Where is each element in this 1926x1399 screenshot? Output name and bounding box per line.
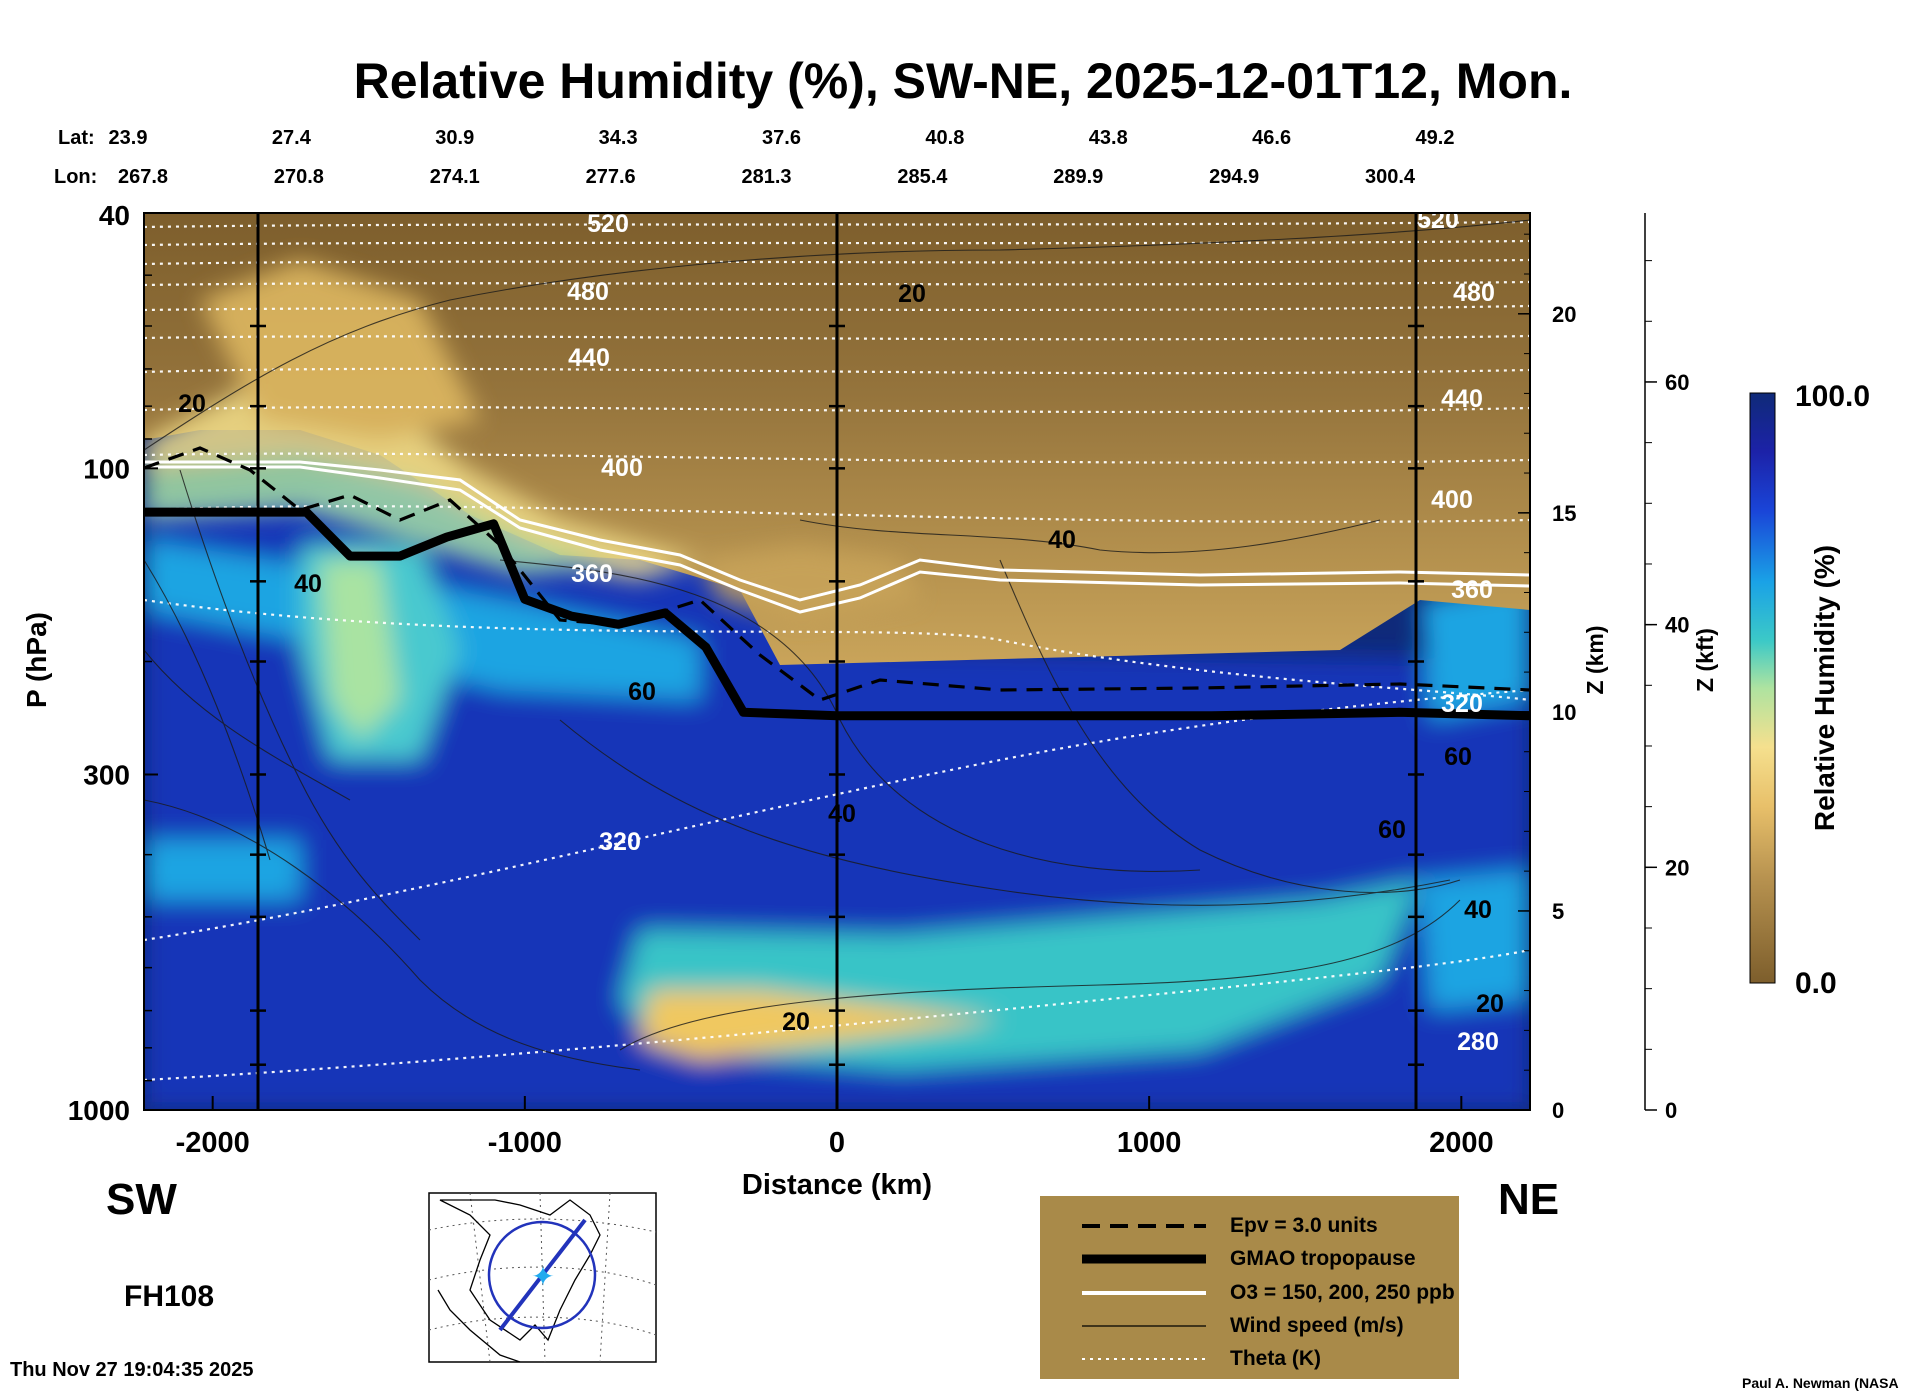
- theta-label-480-right: 480: [1453, 279, 1495, 307]
- lon-value: 285.4: [897, 166, 948, 188]
- wind-label-20-top: 20: [898, 280, 926, 308]
- theta-label-320: 320: [599, 828, 641, 856]
- theta-label-480: 480: [567, 278, 609, 306]
- lon-value: 267.8: [118, 166, 168, 188]
- z-km-label: Z (km): [1582, 626, 1608, 695]
- legend-tropopause-label: GMAO tropopause: [1230, 1247, 1416, 1270]
- y-tick-label: 300: [83, 759, 130, 790]
- timestamp: Thu Nov 27 19:04:35 2025: [10, 1359, 253, 1381]
- lon-value: 300.4: [1365, 166, 1416, 188]
- inset-map: ✦: [428, 1192, 657, 1363]
- forecast-hour: FH108: [124, 1280, 214, 1313]
- lon-value: 270.8: [274, 166, 324, 188]
- lat-label: Lat:: [58, 127, 95, 149]
- legend-ozone-label: O3 = 150, 200, 250 ppb: [1230, 1281, 1455, 1304]
- wind-label-40-edge: 40: [1464, 896, 1492, 924]
- wind-label-40-mid: 40: [828, 800, 856, 828]
- z-km-tick-label: 5: [1552, 899, 1564, 924]
- contour-labels: 520 480 440 400 360 320 520 480 440 400 …: [178, 206, 1504, 1056]
- x-tick-label: 0: [829, 1127, 845, 1159]
- theta-label-400-right: 400: [1431, 486, 1473, 514]
- x-tick-label: 2000: [1429, 1127, 1494, 1159]
- coastline: [437, 1199, 601, 1363]
- z-kft-label: Z (kft): [1692, 628, 1718, 692]
- x-tick-label: -2000: [176, 1127, 250, 1159]
- track-circle: [487, 1220, 597, 1330]
- z-kft-tick-label: 20: [1665, 855, 1689, 880]
- z-kft-tick-label: 0: [1665, 1098, 1677, 1123]
- chart-title: Relative Humidity (%), SW-NE, 2025-12-01…: [354, 53, 1573, 109]
- legend-epv-label: Epv = 3.0 units: [1230, 1214, 1378, 1237]
- lat-lon-header: Lat: Lon: 23.9 27.4 30.9 34.3 37.6 40.8 43.8 46…: [54, 127, 1454, 188]
- ne-label: NE: [1498, 1175, 1559, 1224]
- lon-value: 277.6: [586, 166, 636, 188]
- theta-label-400: 400: [601, 454, 643, 482]
- colorbar-max: 100.0: [1795, 380, 1870, 413]
- theta-label-520-right: 520: [1417, 206, 1459, 234]
- theta-label-280: 280: [1457, 1028, 1499, 1056]
- z-kft-tick-label: 60: [1665, 370, 1689, 395]
- gmao-tropopause-line: [144, 507, 1530, 721]
- lat-value: 23.9: [109, 127, 148, 149]
- z-km-tick-label: 0: [1552, 1098, 1564, 1123]
- lon-value: 289.9: [1053, 166, 1103, 188]
- section-track: [498, 1218, 587, 1332]
- ozone-contours: [144, 460, 1530, 614]
- legend-wind-label: Wind speed (m/s): [1230, 1314, 1404, 1337]
- z-km-axis: 20 15 10 5 0 Z (km): [1518, 213, 1608, 1123]
- z-km-tick-label: 15: [1552, 501, 1576, 526]
- theta-label-320-right: 320: [1441, 690, 1483, 718]
- wind-label-60-edge: 60: [1444, 743, 1472, 771]
- x-tick-label: 1000: [1117, 1127, 1182, 1159]
- lat-value: 40.8: [925, 127, 964, 149]
- y-tick-label: 100: [83, 453, 130, 484]
- lat-value: 30.9: [435, 127, 474, 149]
- credit: Paul A. Newman (NASA: [1742, 1375, 1899, 1391]
- theta-label-360: 360: [571, 560, 613, 588]
- wind-label-60-mid: 60: [628, 678, 656, 706]
- lon-value: 294.9: [1209, 166, 1259, 188]
- theta-label-440: 440: [568, 344, 610, 372]
- z-kft-tick-label: 40: [1665, 613, 1689, 638]
- wind-label-60-right: 60: [1378, 816, 1406, 844]
- z-km-tick-label: 20: [1552, 302, 1576, 327]
- x-axis-label: Distance (km): [742, 1169, 932, 1201]
- y-axis-label: P (hPa): [21, 612, 52, 708]
- wind-speed-contours: [144, 219, 1530, 1071]
- lat-value: 43.8: [1089, 127, 1128, 149]
- lat-value: 34.3: [599, 127, 638, 149]
- lon-value: 281.3: [741, 166, 791, 188]
- z-km-tick-label: 10: [1552, 700, 1576, 725]
- legend-box: [1040, 1196, 1459, 1379]
- lon-label: Lon:: [54, 166, 97, 188]
- colorbar-label: Relative Humidity (%): [1809, 545, 1840, 831]
- y-tick-label: 40: [99, 200, 130, 231]
- wind-label-20-bottom: 20: [782, 1008, 810, 1036]
- wind-label-40-left: 40: [294, 570, 322, 598]
- colorbar-scale: [1749, 392, 1776, 984]
- lat-value: 27.4: [272, 127, 312, 149]
- theta-label-520: 520: [587, 210, 629, 238]
- sw-label: SW: [106, 1175, 177, 1224]
- wind-label-40-top: 40: [1048, 526, 1076, 554]
- z-kft-axis: 60 40 20 0 Z (kft): [1644, 213, 1718, 1123]
- y-tick-label: 1000: [68, 1095, 130, 1126]
- lat-value: 49.2: [1416, 127, 1455, 149]
- theta-label-440-right: 440: [1441, 385, 1483, 413]
- wind-label-20-edge: 20: [1476, 990, 1504, 1018]
- colorbar-min: 0.0: [1795, 967, 1837, 1000]
- lat-value: 46.6: [1252, 127, 1291, 149]
- wind-label-20-left: 20: [178, 390, 206, 418]
- lat-value: 37.6: [762, 127, 801, 149]
- x-tick-label: -1000: [488, 1127, 562, 1159]
- track-center-icon: ✦: [531, 1261, 554, 1292]
- theta-label-360-right: 360: [1451, 576, 1493, 604]
- lon-value: 274.1: [430, 166, 480, 188]
- colorbar: 100.0 0.0 Relative Humidity (%): [1749, 380, 1870, 1000]
- legend-theta-label: Theta (K): [1230, 1347, 1321, 1370]
- legend: Epv = 3.0 units GMAO tropopause O3 = 150…: [1040, 1196, 1459, 1379]
